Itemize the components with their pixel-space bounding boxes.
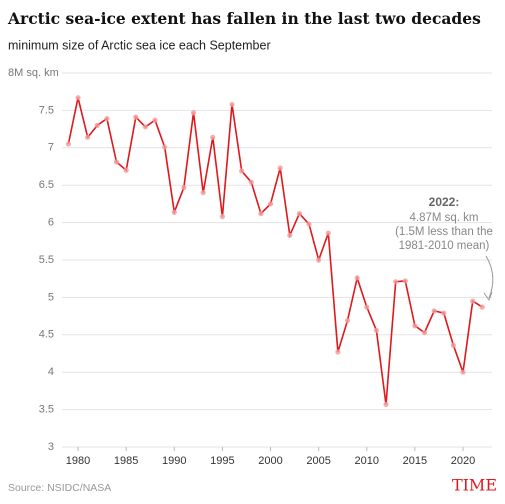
data-point <box>296 211 303 217</box>
data-point <box>373 327 380 333</box>
data-point <box>306 221 312 227</box>
source: Source: NSIDC/NASA <box>8 482 111 494</box>
data-point <box>248 179 254 185</box>
y-tick-label: 4.5 <box>39 329 54 341</box>
data-point <box>104 116 110 122</box>
data-point <box>335 349 341 355</box>
data-point <box>210 134 216 140</box>
data-point <box>85 134 91 140</box>
y-tick-label: 3.5 <box>39 404 54 416</box>
x-tick-label: 2005 <box>306 455 330 467</box>
y-tick-label: 6.5 <box>39 179 54 191</box>
data-point <box>171 209 177 215</box>
data-point <box>142 124 149 130</box>
y-tick-label: 5 <box>48 291 54 303</box>
y-tick-label: 4 <box>48 366 54 378</box>
data-point <box>162 144 168 150</box>
annotation-arrow <box>485 255 494 299</box>
annotation-arrowhead <box>483 291 493 302</box>
data-point <box>412 323 418 329</box>
y-tick-label: 8M sq. km <box>8 67 59 79</box>
data-point <box>421 329 428 336</box>
data-point <box>316 257 322 263</box>
data-point <box>123 167 129 173</box>
data-point <box>229 101 235 108</box>
chart-title: Arctic sea-ice extent has fallen in the … <box>7 9 481 28</box>
data-point <box>431 308 437 314</box>
y-tick-label: 6 <box>48 217 54 229</box>
data-point <box>354 275 360 281</box>
data-point <box>133 114 139 120</box>
y-tick-label: 3 <box>48 441 54 453</box>
y-tick-label: 5.5 <box>39 254 54 266</box>
data-point <box>75 95 81 101</box>
data-point <box>479 304 485 310</box>
data-point <box>181 184 187 191</box>
annotation-line: (1.5M less than the <box>395 226 493 238</box>
data-point <box>460 369 466 375</box>
data-point <box>258 211 264 217</box>
y-tick-label: 7.5 <box>39 104 54 116</box>
x-tick-label: 1995 <box>210 455 234 467</box>
data-point <box>470 298 476 304</box>
data-point <box>152 117 158 123</box>
y-tick-label: 7 <box>48 142 54 154</box>
data-point <box>325 230 331 236</box>
x-tick-label: 1985 <box>114 455 138 467</box>
x-tick-label: 1980 <box>66 455 90 467</box>
data-point <box>441 310 447 316</box>
data-point <box>65 141 72 147</box>
annotation-line: 1981-2010 mean) <box>399 240 490 252</box>
data-point <box>393 279 399 285</box>
data-point <box>267 201 274 207</box>
data-point <box>402 278 408 284</box>
data-point <box>94 122 100 128</box>
data-point <box>239 168 245 174</box>
data-point <box>287 232 293 238</box>
data-point <box>277 165 283 171</box>
data-point <box>113 159 120 165</box>
data-point <box>383 401 389 407</box>
logo: TIME <box>452 476 497 495</box>
x-tick-label: 2020 <box>451 455 475 467</box>
x-tick-label: 2015 <box>403 455 427 467</box>
annotation-heading: 2022: <box>429 195 460 209</box>
data-point <box>190 110 197 116</box>
data-point <box>364 304 370 310</box>
data-point <box>450 342 457 348</box>
data-point <box>219 214 226 220</box>
data-point <box>200 190 206 196</box>
annotation-line: 4.87M sq. km <box>409 212 478 224</box>
chart-subtitle: minimum size of Arctic sea ice each Sept… <box>8 38 271 52</box>
x-tick-label: 2000 <box>258 455 282 467</box>
x-tick-label: 1990 <box>162 455 186 467</box>
x-tick-label: 2010 <box>355 455 379 467</box>
data-point <box>344 317 351 324</box>
